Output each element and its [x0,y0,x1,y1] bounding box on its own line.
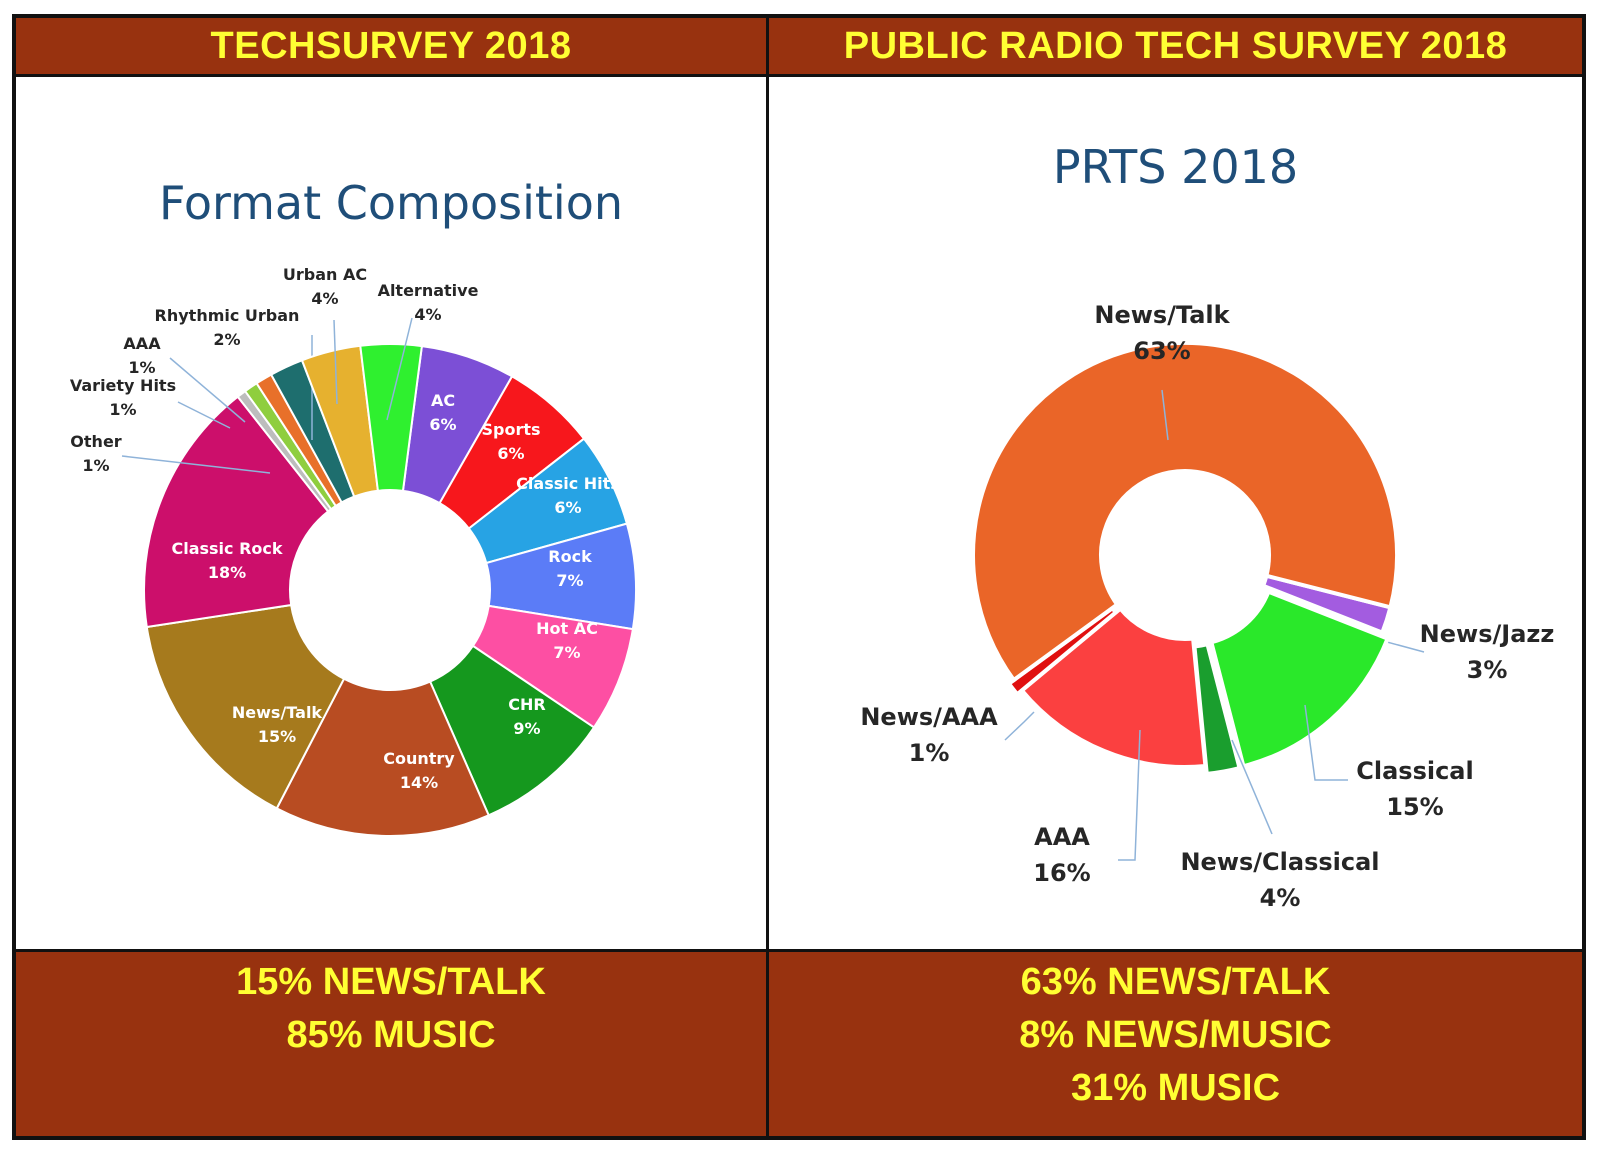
label-rock: Rock [548,547,592,566]
value-other: 1% [82,456,109,475]
footer-rule [16,949,1582,952]
leader-line-variety-hits [177,401,231,429]
footer-line: 8% NEWS/MUSIC [1019,1014,1332,1056]
label-classic-hits: Classic Hits [516,474,620,493]
value-aaa: 1% [128,358,155,377]
value-news-talk: 15% [258,727,296,746]
techsurvey-header: TECHSURVEY 2018 [16,18,766,74]
footer-line: 31% MUSIC [1070,1067,1281,1109]
value-aaa: 16% [1033,859,1090,887]
slice-classical [1208,589,1391,769]
label-urban-ac: Urban AC [283,265,367,284]
label-news-talk: News/Talk [1094,301,1230,329]
value-alternative: 4% [414,305,441,324]
footer-line: 15% NEWS/TALK [236,961,546,1003]
label-classical: Classical [1356,757,1473,785]
value-news-jazz: 3% [1467,656,1508,684]
slice-news-talk [145,603,346,810]
label-news-talk: News/Talk [232,703,323,722]
leader-line-other [121,455,271,474]
slice-aaa [1019,605,1208,769]
label-news-aaa: News/AAA [860,703,998,731]
leader-line-urban-ac [333,319,338,405]
slice-news-talk [971,341,1399,683]
label-aaa: AAA [1034,823,1090,851]
panel-divider [766,18,769,1136]
value-classic-hits: 6% [554,498,581,517]
value-news-talk: 63% [1133,337,1190,365]
label-alternative: Alternative [378,281,479,300]
value-urban-ac: 4% [311,289,338,308]
value-news-classical: 4% [1260,884,1301,912]
leader-line-alternative [386,317,413,421]
label-classic-rock: Classic Rock [171,539,282,558]
label-chr: CHR [508,695,545,714]
footer-line: 63% NEWS/TALK [1020,961,1331,1003]
label-rhythmic-urban: Rhythmic Urban [155,306,300,325]
leader-line-news-classical [1231,739,1273,835]
label-aaa: AAA [123,334,161,353]
label-sports: Sports [481,420,540,439]
right-chart-title: PRTS 2018 [1052,140,1299,194]
slice-country [275,677,491,837]
value-variety-hits: 1% [109,400,136,419]
prts-footer: 63% NEWS/TALK 8% NEWS/MUSIC 31% MUSIC [769,952,1582,1136]
value-rock: 7% [556,571,583,590]
label-news-classical: News/Classical [1180,848,1379,876]
left-chart-title: Format Composition [159,176,623,230]
label-other: Other [70,432,121,451]
value-hot-ac: 7% [553,643,580,662]
value-country: 14% [400,773,438,792]
value-classic-rock: 18% [208,563,246,582]
leader-line-aaa [169,357,246,423]
label-hot-ac: Hot AC [536,619,598,638]
label-variety-hits: Variety Hits [70,376,176,395]
leader-line-classical [1304,704,1348,781]
value-ac: 6% [429,415,456,434]
prts-header: PUBLIC RADIO TECH SURVEY 2018 [769,18,1582,74]
value-chr: 9% [513,719,540,738]
value-news-aaa: 1% [909,739,950,767]
value-sports: 6% [497,444,524,463]
footer-line: 85% MUSIC [286,1014,496,1056]
value-rhythmic-urban: 2% [213,330,240,349]
leader-line-news-aaa [1004,711,1035,741]
leader-line-aaa [1118,729,1141,861]
techsurvey-footer: 15% NEWS/TALK 85% MUSIC [16,952,766,1136]
slice-alternative [359,343,424,492]
label-news-jazz: News/Jazz [1420,620,1555,648]
value-classical: 15% [1386,793,1443,821]
label-ac: AC [431,391,455,410]
label-country: Country [383,749,455,768]
header-rule [16,74,1582,77]
leader-line-news-talk [1161,389,1169,441]
